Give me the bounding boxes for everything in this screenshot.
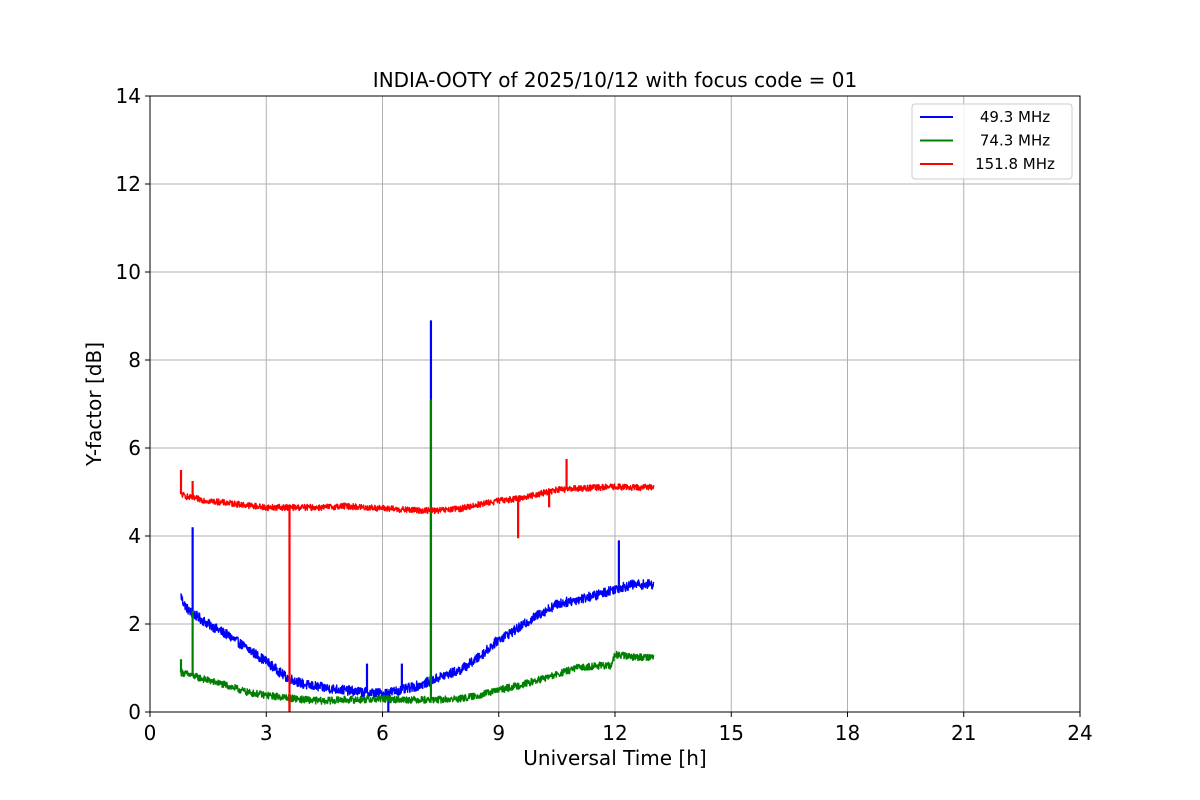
y-tick-label: 0 [128,700,141,724]
y-tick-label: 6 [128,436,141,460]
y-tick-label: 14 [116,84,141,108]
y-tick-label: 8 [128,348,141,372]
legend-box [911,103,1073,180]
series-line [180,650,655,705]
y-tick-label: 2 [128,612,141,636]
x-tick-label: 9 [492,721,505,745]
y-tick-label: 10 [116,260,141,284]
series-2 [179,459,655,712]
series-line [180,483,655,515]
y-axis: 0 2 4 6 8 10 12 14 [116,84,150,724]
y-tick-label: 4 [128,524,141,548]
series-0 [180,320,655,712]
x-tick-label: 0 [144,721,157,745]
x-tick-label: 18 [835,721,860,745]
y-axis-label: Y-factor [dB] [82,342,106,467]
x-tick-label: 3 [260,721,273,745]
x-tick-label: 24 [1067,721,1092,745]
x-tick-label: 6 [376,721,389,745]
legend-label: 151.8 MHz [975,155,1055,173]
y-tick-label: 12 [116,172,141,196]
legend-label: 49.3 MHz [980,108,1050,126]
chart-title: INDIA-OOTY of 2025/10/12 with focus code… [373,68,857,92]
x-tick-label: 12 [602,721,627,745]
legend: 49.3 MHz 74.3 MHz 151.8 MHz [911,103,1073,180]
legend-label: 74.3 MHz [980,132,1050,150]
x-tick-label: 21 [951,721,976,745]
series-line [180,579,655,699]
x-axis: 0 3 6 9 12 15 18 21 24 [144,712,1093,745]
series-1 [179,399,655,710]
x-axis-label: Universal Time [h] [523,746,706,770]
plot-area [179,320,655,712]
x-tick-label: 15 [719,721,744,745]
